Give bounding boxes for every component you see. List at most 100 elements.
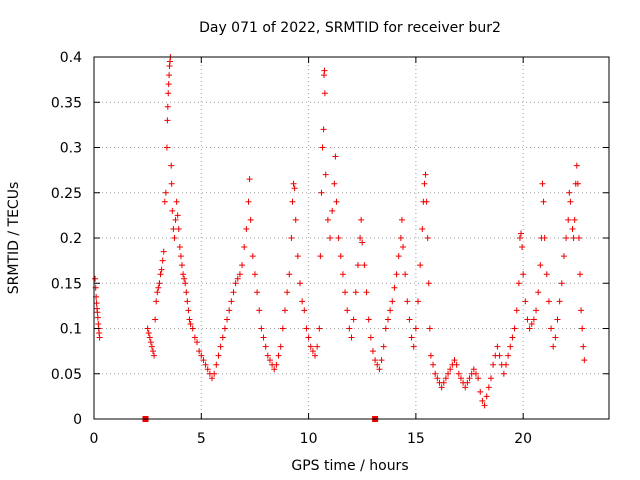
data-point	[169, 207, 176, 214]
data-point	[516, 235, 523, 241]
data-point	[318, 189, 325, 196]
data-point	[301, 307, 308, 314]
data-point	[249, 253, 256, 260]
data-point	[406, 316, 413, 323]
data-point	[423, 198, 430, 205]
data-point	[327, 235, 334, 241]
data-point	[264, 352, 271, 359]
data-point	[303, 325, 310, 332]
data-point	[451, 357, 458, 364]
data-point	[573, 162, 580, 169]
data-point	[215, 352, 222, 359]
data-point	[408, 334, 415, 341]
data-point	[148, 343, 155, 350]
data-point	[515, 280, 522, 287]
data-point	[417, 262, 424, 269]
data-point	[440, 379, 447, 386]
data-point	[470, 366, 477, 373]
data-point	[398, 216, 405, 223]
data-point	[348, 334, 355, 341]
data-point	[581, 357, 588, 364]
data-point	[434, 375, 441, 382]
data-point	[166, 72, 173, 79]
data-point	[537, 262, 544, 269]
y-tick-label: 0.2	[60, 231, 82, 247]
data-point	[556, 298, 563, 305]
data-point	[239, 262, 246, 269]
data-point	[173, 198, 180, 205]
data-point	[329, 207, 336, 214]
data-point	[154, 289, 161, 296]
data-point	[321, 67, 328, 74]
data-point	[271, 366, 278, 373]
data-point	[256, 307, 263, 314]
data-point	[194, 339, 200, 346]
data-point	[191, 334, 198, 341]
data-point	[472, 370, 479, 377]
data-point	[490, 361, 497, 368]
data-point	[204, 366, 211, 373]
data-point	[159, 257, 166, 264]
data-point	[552, 334, 559, 341]
data-point	[317, 253, 324, 260]
data-point	[213, 361, 220, 368]
data-point	[92, 275, 99, 282]
data-point	[322, 171, 329, 178]
data-point	[483, 393, 490, 400]
data-point	[500, 370, 507, 377]
data-point	[577, 271, 584, 278]
data-point	[548, 325, 555, 332]
data-point	[94, 309, 101, 316]
y-axis-label: SRMTID / TECUs	[6, 182, 22, 295]
data-point	[520, 271, 527, 278]
data-point	[464, 379, 471, 386]
chart-title: Day 071 of 2022, SRMTID for receiver bur…	[199, 20, 501, 36]
x-tick-label: 10	[300, 431, 318, 447]
data-point	[331, 180, 338, 187]
data-point	[286, 271, 293, 278]
data-point	[541, 235, 548, 241]
data-point	[453, 361, 460, 368]
data-point	[344, 307, 351, 314]
data-point	[164, 117, 171, 124]
data-point	[241, 244, 248, 251]
data-point	[320, 126, 327, 133]
data-point	[174, 212, 181, 219]
data-point	[234, 275, 241, 282]
data-point	[151, 352, 158, 359]
data-point	[321, 90, 328, 97]
data-point	[342, 289, 349, 296]
data-point	[312, 352, 319, 359]
data-point	[186, 316, 193, 323]
data-point	[168, 162, 175, 169]
data-point	[419, 225, 426, 232]
data-point	[574, 180, 581, 187]
data-point	[337, 253, 344, 260]
data-point	[361, 262, 368, 269]
data-point	[182, 280, 189, 287]
data-point	[477, 388, 484, 395]
y-tick-label: 0.4	[60, 50, 82, 66]
data-point	[445, 370, 452, 377]
data-point	[171, 235, 178, 241]
data-point	[209, 375, 216, 382]
data-point	[333, 198, 340, 205]
data-point	[526, 325, 533, 332]
data-point	[165, 90, 172, 97]
data-point	[211, 370, 218, 377]
data-point	[430, 361, 437, 368]
data-point	[358, 216, 365, 223]
data-point	[294, 253, 301, 260]
data-point	[380, 343, 387, 350]
data-point	[346, 325, 353, 332]
data-point	[571, 216, 578, 223]
y-tick-label: 0.1	[60, 322, 82, 338]
data-point	[545, 298, 552, 305]
data-point	[93, 300, 100, 307]
data-point	[198, 352, 205, 359]
data-point	[367, 334, 374, 341]
data-point	[291, 185, 298, 192]
data-point	[530, 316, 537, 323]
data-point	[511, 325, 518, 332]
data-point	[243, 225, 250, 232]
